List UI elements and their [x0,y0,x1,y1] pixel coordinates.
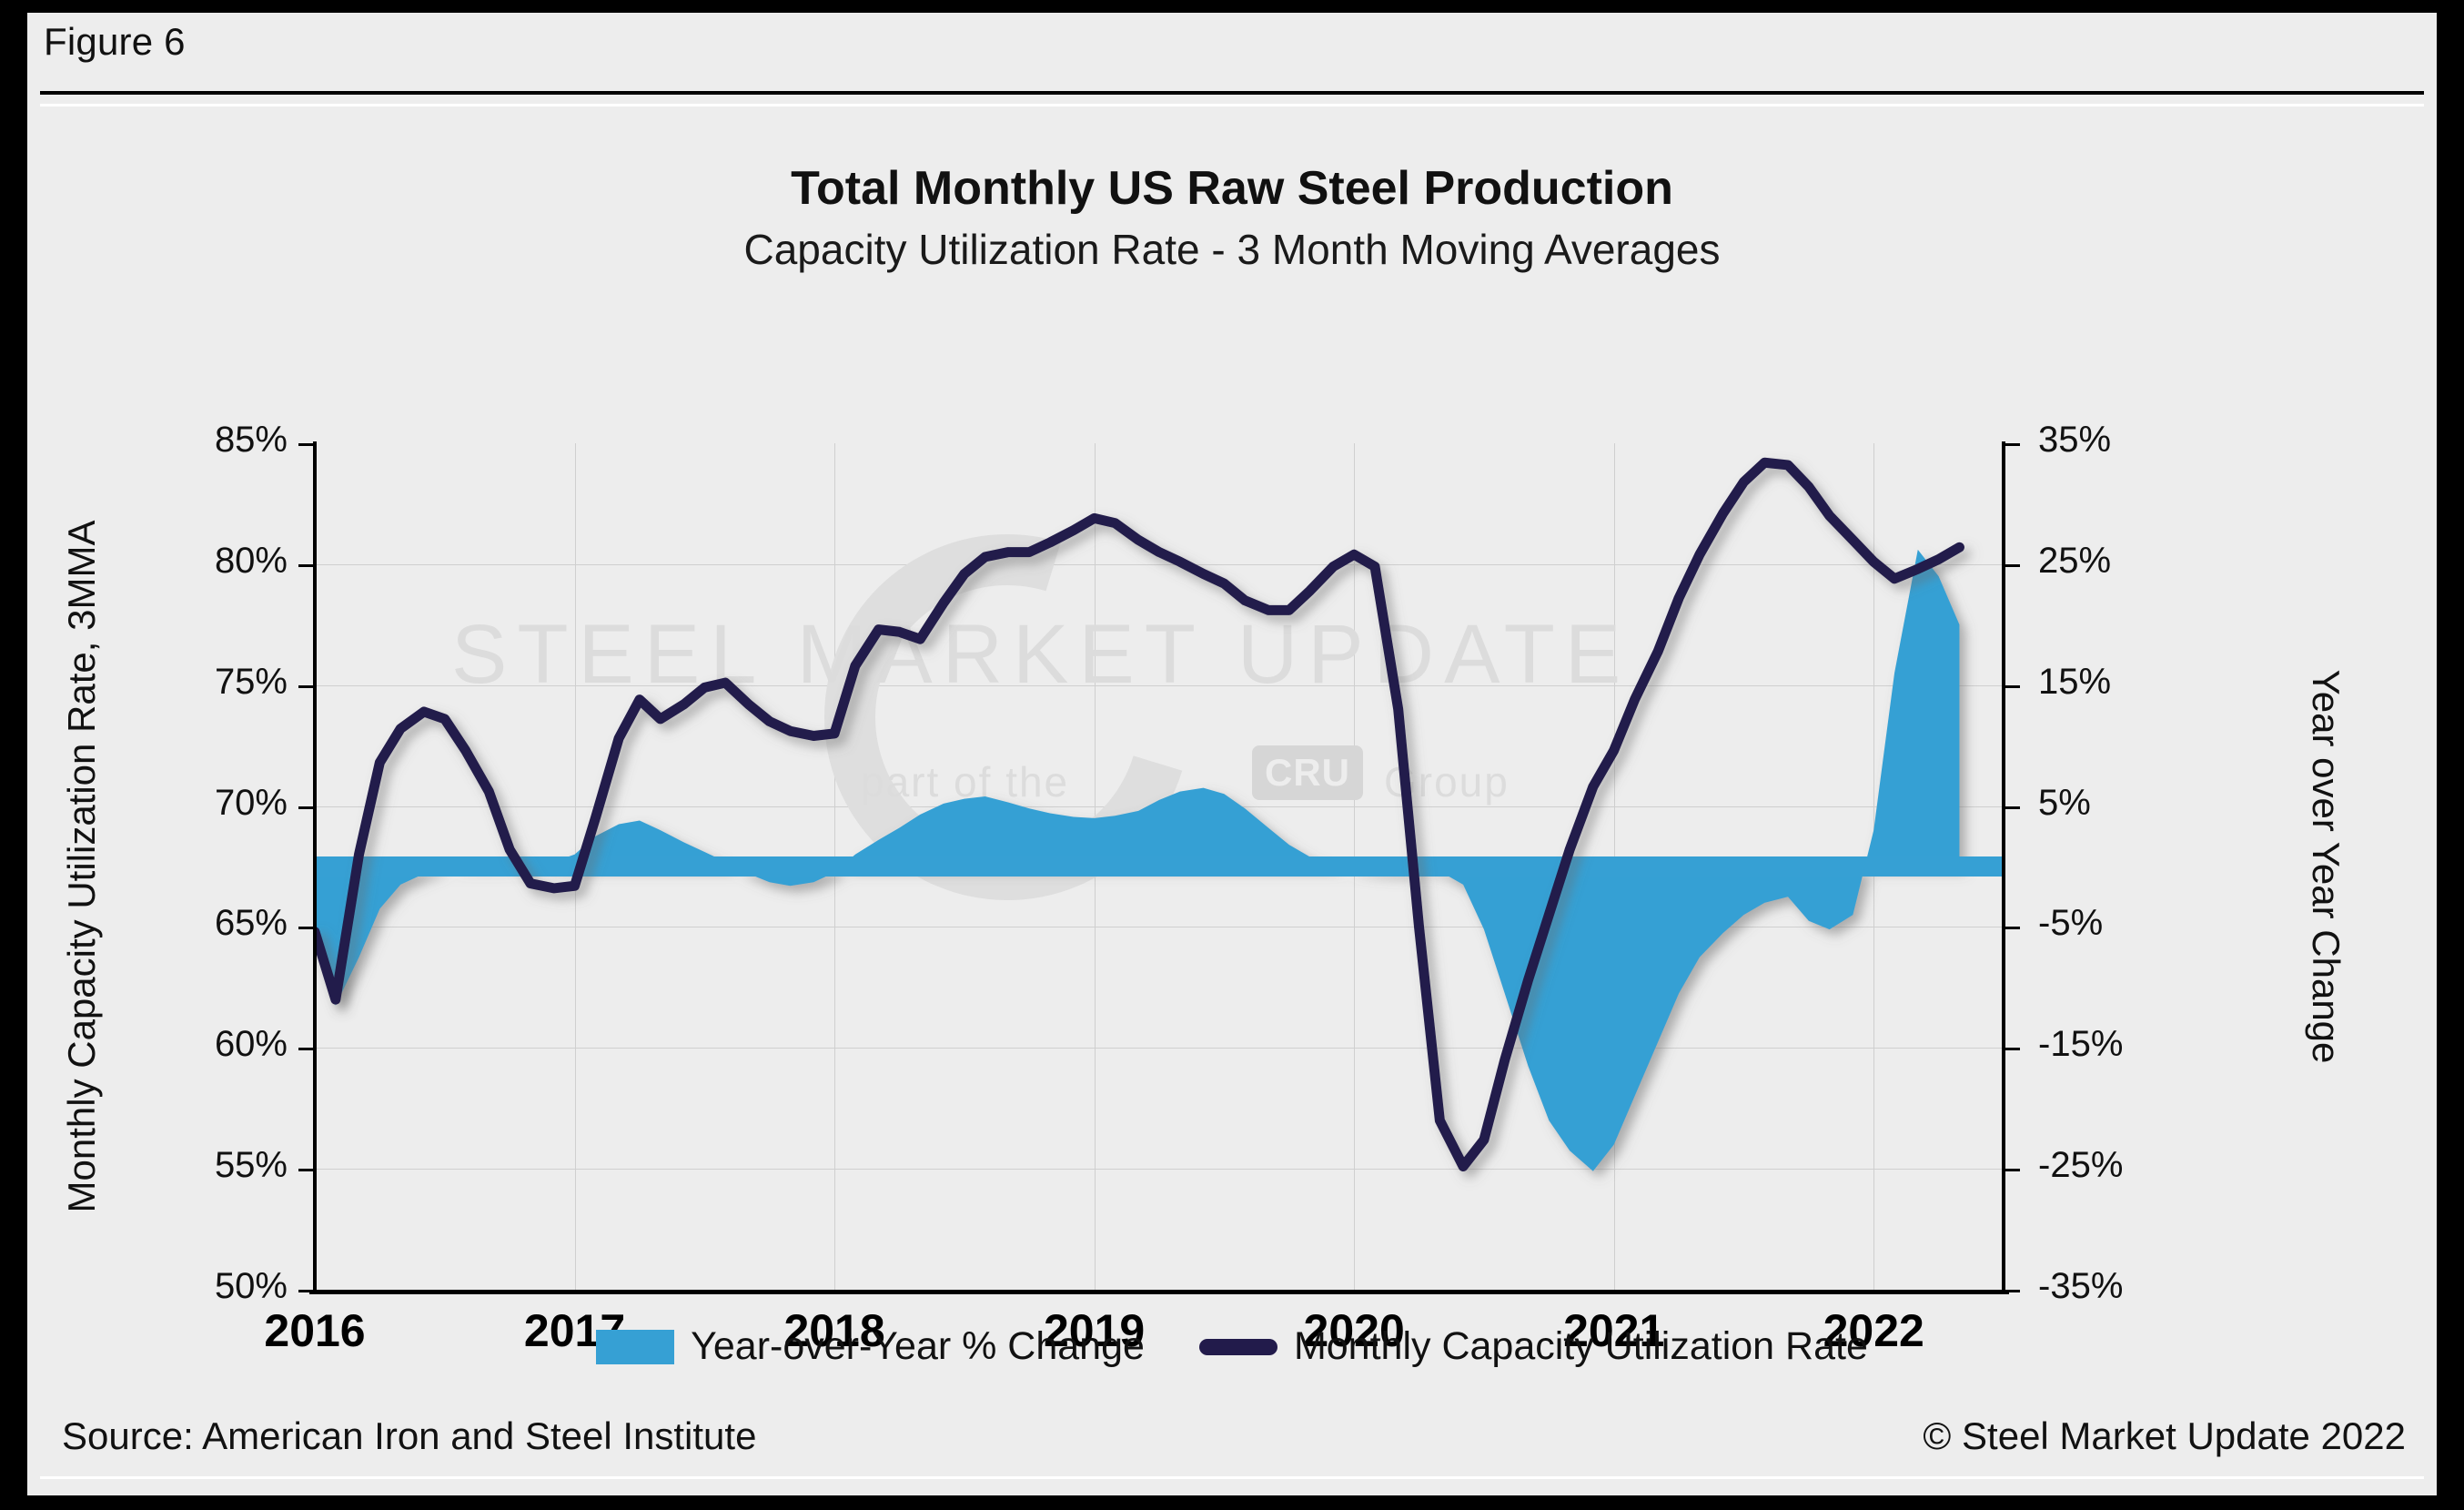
chart-subtitle: Capacity Utilization Rate - 3 Month Movi… [743,226,1721,273]
y-axis-tick-left [298,684,315,688]
legend-area-swatch-icon [596,1329,675,1364]
chart-legend: Year-over-Year % Change Monthly Capacity … [40,1324,2424,1369]
legend-line-swatch-icon [1198,1338,1277,1355]
y-axis-tick-left [298,806,315,809]
y-axis-tick-right [2004,1290,2020,1292]
y-axis-tick-right [2004,1048,2020,1051]
legend-label: Monthly Capacity Utilization Rate [1293,1324,1868,1368]
y-axis-title-right: Year over Year Change [2305,669,2348,1064]
legend-label: Year-over-Year % Change [691,1324,1145,1368]
y-axis-label-right: -35% [2038,1266,2124,1306]
chart-footer: Source: American Iron and Steel Institut… [40,1405,2424,1487]
y-axis-label-left: 85% [214,420,288,460]
header-divider [40,91,2424,95]
y-axis-title-left: Monthly Capacity Utilization Rate, 3MMA [60,520,103,1213]
footer-divider [40,1476,2424,1479]
gridline-horizontal [315,563,2004,565]
y-axis-tick-right [2004,443,2020,446]
legend-item[interactable]: Year-over-Year % Change [596,1324,1145,1369]
plot-wrapper: Monthly Capacity Utilization Rate, 3MMA … [40,106,2424,1404]
figure-label: Figure 6 [44,20,186,63]
x-axis-label: 2022 [1823,1305,1924,1356]
capacity-utilization-line [315,457,1964,1171]
gridline-horizontal [315,1169,2004,1171]
y-axis-label-right: -15% [2038,1024,2124,1065]
gridline-horizontal [315,684,2004,686]
y-axis-tick-right [2004,563,2020,567]
y-axis-right-spine [2002,441,2005,1292]
figure-frame: Figure 6 Total Monthly US Raw Steel Prod… [27,13,2437,1495]
header-divider-highlight [40,104,2424,106]
y-axis-tick-left [298,1169,315,1172]
y-axis-label-right: 35% [2038,420,2112,460]
chart-panel: Total Monthly US Raw Steel Production Ca… [40,106,2424,1404]
y-axis-label-left: 75% [214,661,288,702]
y-axis-label-left: 55% [214,1145,288,1186]
y-axis-label-right: 25% [2038,540,2112,581]
y-axis-label-left: 60% [214,1024,288,1065]
y-axis-tick-left [298,563,315,567]
source-note: Source: American Iron and Steel Institut… [62,1414,757,1457]
y-axis-label-left: 65% [214,903,288,944]
y-axis-tick-right [2004,927,2020,930]
x-axis-spine [309,1290,2009,1294]
y-axis-tick-left [298,1290,315,1292]
y-axis-tick-left [298,443,315,446]
copyright-note: © Steel Market Update 2022 [1923,1414,2406,1457]
yoy-zero-baseline [315,856,2004,877]
chart-title: Total Monthly US Raw Steel Production [791,162,1673,215]
y-axis-label-left: 70% [214,782,288,823]
x-axis-label: 2018 [783,1305,885,1356]
data-series-layer [315,457,2004,1171]
y-axis-tick-left [298,927,315,930]
y-axis-tick-right [2004,806,2020,809]
y-axis-tick-left [298,1048,315,1051]
y-axis-label-left: 50% [214,1266,288,1306]
y-axis-tick-right [2004,1169,2020,1172]
gridline-horizontal [315,1048,2004,1049]
y-axis-label-right: -5% [2038,903,2104,944]
x-axis-label: 2021 [1563,1305,1665,1356]
y-axis-tick-right [2004,684,2020,688]
x-axis-label: 2016 [264,1305,366,1356]
x-axis-label: 2019 [1043,1305,1146,1356]
y-axis-label-right: 15% [2038,661,2112,702]
y-axis-label-left: 80% [214,540,288,581]
x-axis-label: 2020 [1303,1305,1405,1356]
y-axis-left-spine [313,441,317,1292]
y-axis-label-right: 5% [2038,782,2091,823]
y-axis-label-right: -25% [2038,1145,2124,1186]
legend-item[interactable]: Monthly Capacity Utilization Rate [1198,1324,1868,1369]
